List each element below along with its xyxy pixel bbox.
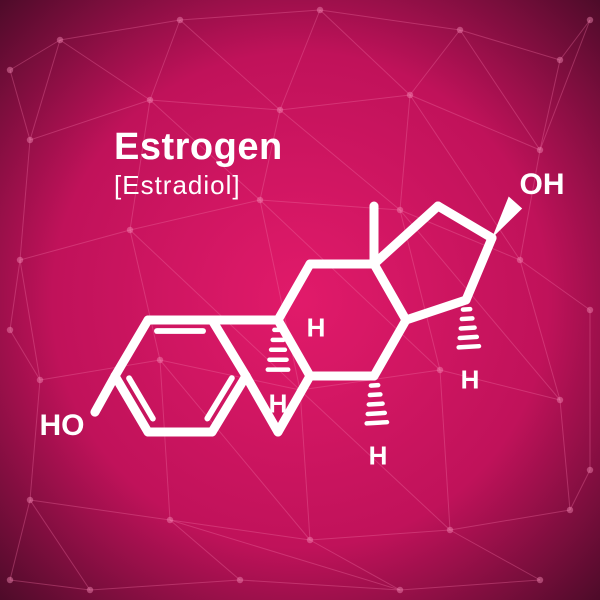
molecule-diagram (0, 0, 600, 600)
atom-label: H (307, 313, 326, 344)
atom-label: H (369, 441, 388, 472)
atom-label: H (461, 365, 480, 396)
atom-label: OH (520, 168, 565, 202)
atom-label: H (269, 389, 288, 420)
atom-label: HO (40, 409, 85, 443)
content-layer: Estrogen [Estradiol] OHHOHHHH (0, 0, 600, 600)
